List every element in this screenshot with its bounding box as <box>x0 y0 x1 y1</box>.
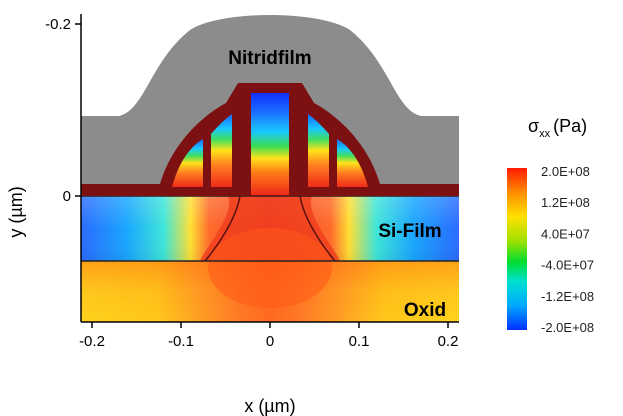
y-axis-title: y (µm) <box>6 186 26 237</box>
colorbar-title-sigma: σ <box>528 116 539 136</box>
y-tick-label: -0.2 <box>45 16 71 33</box>
colorbar-tick-label: -1.2E+08 <box>541 289 594 304</box>
plot-area: Nitridfilm Si-Film Oxid <box>81 15 459 322</box>
x-axis-title: x (µm) <box>244 396 295 416</box>
region-label-si-film: Si-Film <box>378 221 441 242</box>
gate-center <box>251 93 289 195</box>
right-inner-spacer <box>308 114 329 187</box>
region-label-nitridfilm: Nitridfilm <box>228 48 311 69</box>
x-ticks: -0.2 -0.1 0 0.1 0.2 <box>79 322 458 350</box>
x-tick-label: 0.1 <box>349 333 370 350</box>
colorbar-tick-label: -2.0E+08 <box>541 320 594 335</box>
colorbar-labels: 2.0E+08 1.2E+08 4.0E+07 -4.0E+07 -1.2E+08 -2.… <box>541 164 594 335</box>
x-tick-label: -0.2 <box>79 333 105 350</box>
y-ticks: -0.2 0 <box>45 16 81 205</box>
left-outer-spacer <box>172 139 203 187</box>
colorbar-gradient <box>507 168 527 330</box>
colorbar-tick-label: 1.2E+08 <box>541 195 590 210</box>
right-outer-spacer <box>337 139 368 187</box>
x-tick-label: 0.2 <box>438 333 459 350</box>
y-tick-label: 0 <box>63 188 71 205</box>
region-label-oxid: Oxid <box>404 300 446 321</box>
colorbar-tick-label: 4.0E+07 <box>541 226 590 241</box>
colorbar-legend: σxx (Pa) 2.0E+08 1.2E+08 4.0E+07 -4.0E+07 -1.… <box>507 116 594 335</box>
colorbar-tick-label: 2.0E+08 <box>541 164 590 179</box>
x-tick-label: 0 <box>266 333 274 350</box>
x-tick-label: -0.1 <box>168 333 194 350</box>
colorbar-tick-label: -4.0E+07 <box>541 258 594 273</box>
junction-contour <box>204 195 336 262</box>
colorbar-title-subscript: xx <box>539 128 551 140</box>
oxide-center-bulge <box>208 228 332 308</box>
colorbar-title-unit: (Pa) <box>553 116 587 136</box>
axes: -0.2 -0.1 0 0.1 0.2 -0.2 0 x (µm) y (µm) <box>6 14 459 416</box>
colorbar-title: σxx (Pa) <box>528 116 587 140</box>
left-inner-spacer <box>211 114 232 187</box>
